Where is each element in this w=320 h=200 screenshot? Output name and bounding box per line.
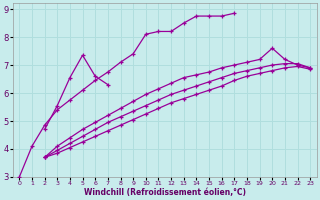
X-axis label: Windchill (Refroidissement éolien,°C): Windchill (Refroidissement éolien,°C) <box>84 188 246 197</box>
